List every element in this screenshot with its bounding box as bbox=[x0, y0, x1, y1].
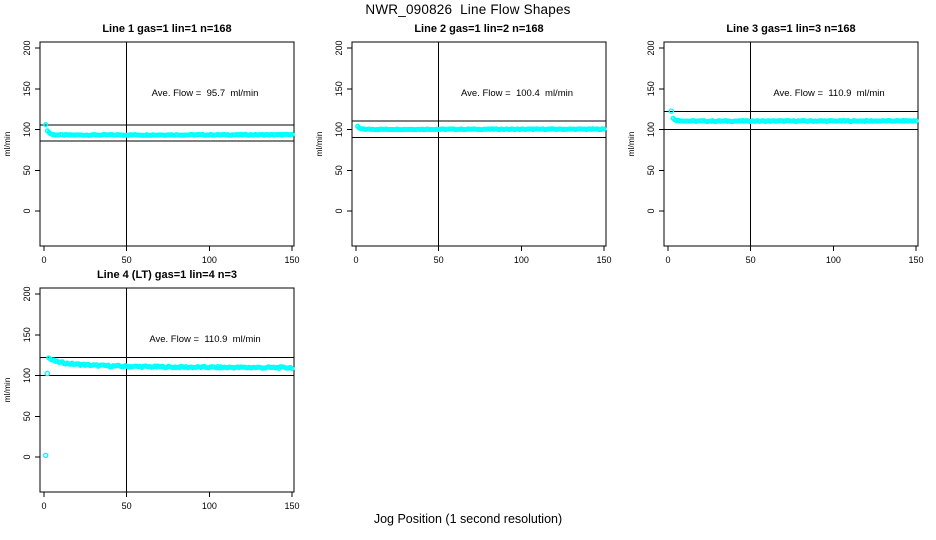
y-axis-label: ml/min bbox=[314, 131, 324, 156]
panel-line-2: 0 50 100 150 0 50 100 150 200 ml/min Line 2 gas=1… bbox=[312, 18, 624, 268]
panel-title: Line 1 gas=1 lin=1 n=168 bbox=[102, 23, 232, 35]
y-axis-tick-label: 50 bbox=[22, 411, 32, 421]
data-point bbox=[43, 122, 49, 128]
outlier-data-point bbox=[668, 108, 675, 114]
x-axis-tick-label: 100 bbox=[514, 255, 529, 265]
x-axis-tick-label: 50 bbox=[122, 501, 132, 511]
x-axis-tick-label: 150 bbox=[908, 255, 923, 265]
x-axis-tick-label: 50 bbox=[746, 255, 756, 265]
y-axis-tick-label: 100 bbox=[334, 122, 344, 137]
ave-flow-annotation: Ave. Flow = 95.7 ml/min bbox=[151, 88, 259, 99]
y-axis-tick-label: 50 bbox=[646, 165, 656, 175]
plot-box bbox=[351, 41, 607, 247]
y-axis-tick-label: 200 bbox=[334, 40, 344, 55]
line-4-plot: 0 50 100 150 0 50 100 150 200 ml/min bbox=[2, 286, 300, 511]
panel-title: Line 4 (LT) gas=1 lin=4 n=3 bbox=[96, 269, 238, 281]
panel-line-4: 0 50 100 150 0 50 100 150 200 ml/min Line 4 (LT) … bbox=[0, 264, 312, 514]
ave-flow-annotation: Ave. Flow = 100.4 ml/min bbox=[460, 88, 574, 99]
x-axis-tick-label: 150 bbox=[284, 501, 299, 511]
plot-box bbox=[39, 41, 295, 247]
y-axis-tick-label: 200 bbox=[22, 40, 32, 55]
y-axis-tick-label: 150 bbox=[22, 327, 32, 342]
y-axis-tick-label: 50 bbox=[22, 165, 32, 175]
figure-title: NWR_090826 Line Flow Shapes bbox=[365, 2, 571, 17]
plot-box bbox=[663, 41, 919, 247]
outlier-data-point bbox=[44, 370, 51, 377]
line-2-plot: 0 50 100 150 0 50 100 150 200 ml/min bbox=[314, 40, 612, 265]
y-axis-tick-label: 100 bbox=[22, 368, 32, 383]
x-axis-tick-label: 0 bbox=[665, 255, 670, 265]
x-axis-tick-label: 0 bbox=[353, 255, 358, 265]
data-point bbox=[601, 126, 607, 132]
data-point bbox=[289, 365, 295, 372]
panel-title: Line 3 gas=1 lin=3 n=168 bbox=[726, 23, 856, 35]
x-axis-tick-label: 150 bbox=[596, 255, 611, 265]
ave-flow-annotation: Ave. Flow = 110.9 ml/min bbox=[773, 88, 885, 99]
y-axis-tick-label: 0 bbox=[334, 208, 344, 213]
y-axis-tick-label: 0 bbox=[22, 454, 32, 459]
x-axis-tick-label: 0 bbox=[41, 255, 46, 265]
y-axis-tick-label: 150 bbox=[646, 81, 656, 96]
data-point bbox=[289, 131, 295, 137]
x-axis-tick-label: 150 bbox=[284, 255, 299, 265]
y-axis-tick-label: 100 bbox=[646, 122, 656, 137]
y-axis-label: ml/min bbox=[2, 131, 12, 156]
y-axis-tick-label: 100 bbox=[22, 122, 32, 137]
panel-line-1: 0 50 100 150 0 50 100 150 200 ml/min Line 1 gas=1… bbox=[0, 18, 312, 268]
y-axis-tick-label: 0 bbox=[646, 208, 656, 213]
data-point bbox=[911, 118, 917, 124]
line-3-plot: 0 50 100 150 0 50 100 150 200 ml/min bbox=[626, 40, 924, 265]
x-axis-tick-label: 50 bbox=[122, 255, 132, 265]
y-axis-tick-label: 200 bbox=[646, 40, 656, 55]
y-axis-tick-label: 50 bbox=[334, 165, 344, 175]
y-axis-tick-label: 0 bbox=[22, 208, 32, 213]
x-axis-tick-label: 100 bbox=[826, 255, 841, 265]
panel-line-3: 0 50 100 150 0 50 100 150 200 ml/min Line 3 gas=1… bbox=[624, 18, 936, 268]
line-1-plot: 0 50 100 150 0 50 100 150 200 ml/min bbox=[2, 40, 300, 265]
y-axis-label: ml/min bbox=[2, 377, 12, 402]
x-axis-tick-label: 100 bbox=[202, 255, 217, 265]
x-axis-tick-label: 50 bbox=[434, 255, 444, 265]
ave-flow-annotation: Ave. Flow = 110.9 ml/min bbox=[149, 334, 261, 345]
panel-title: Line 2 gas=1 lin=2 n=168 bbox=[414, 23, 544, 35]
data-point bbox=[913, 118, 919, 124]
x-axis-tick-label: 100 bbox=[202, 501, 217, 511]
x-axis-tick-label: 0 bbox=[41, 501, 46, 511]
y-axis-tick-label: 150 bbox=[334, 81, 344, 96]
outlier-data-point bbox=[42, 452, 49, 459]
y-axis-tick-label: 200 bbox=[22, 286, 32, 301]
y-axis-tick-label: 150 bbox=[22, 81, 32, 96]
y-axis-label: ml/min bbox=[626, 131, 636, 156]
plot-box bbox=[39, 287, 295, 493]
figure-x-axis-label: Jog Position (1 second resolution) bbox=[373, 512, 563, 526]
